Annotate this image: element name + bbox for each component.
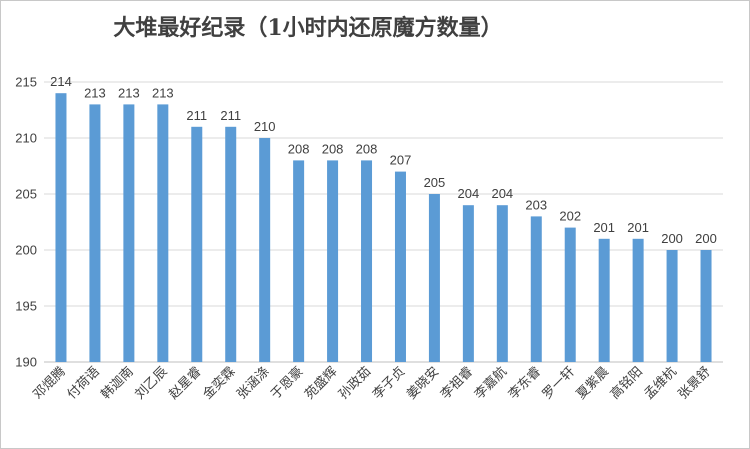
bar <box>428 194 440 362</box>
data-label: 208 <box>356 141 378 156</box>
category-label: 李东睿 <box>506 364 544 402</box>
y-tick-label: 200 <box>15 243 37 258</box>
y-tick-label: 205 <box>15 187 37 202</box>
gridlines <box>44 81 723 363</box>
data-label: 204 <box>458 186 480 201</box>
bar <box>89 104 101 363</box>
data-label: 208 <box>322 141 344 156</box>
category-label: 孙政茹 <box>336 364 374 402</box>
category-label: 李嘉航 <box>471 364 510 403</box>
data-label: 201 <box>627 220 649 235</box>
bar <box>361 160 373 362</box>
data-label: 204 <box>491 186 513 201</box>
data-label: 205 <box>424 175 446 190</box>
bar <box>700 250 712 362</box>
y-tick-label: 195 <box>15 299 37 314</box>
bar <box>55 93 67 362</box>
bar <box>564 227 576 362</box>
y-tick-label: 190 <box>15 355 37 370</box>
y-tick-label: 210 <box>15 131 37 146</box>
x-axis-categories: 邓焜腾付荷语韩迦南刘乙辰赵星睿金奕霖张涵涤于恩豪苑盛辉孙政茹李子贞姜晓安李祖睿李… <box>30 364 714 403</box>
bar <box>225 126 237 362</box>
data-label: 200 <box>661 231 683 246</box>
bar <box>259 138 271 362</box>
category-label: 孟维杭 <box>642 364 680 402</box>
data-label: 200 <box>695 231 717 246</box>
bars <box>55 93 712 363</box>
y-axis-ticks: 190 195 200 205 210 215 <box>15 75 37 370</box>
data-labels: 214 213 213 213 211 211 210 208 208 208 207 205 204 2… <box>50 74 717 246</box>
data-label: 202 <box>559 209 581 224</box>
data-label: 213 <box>84 85 106 100</box>
category-label: 刘乙辰 <box>132 364 170 402</box>
data-label: 207 <box>390 153 412 168</box>
category-label: 姜晓安 <box>404 364 442 402</box>
category-label: 高铭阳 <box>607 364 646 403</box>
data-label: 203 <box>525 197 547 212</box>
bar <box>666 250 678 362</box>
category-label: 付荷语 <box>65 364 103 402</box>
data-label: 211 <box>220 108 241 123</box>
bar <box>462 205 474 362</box>
bar <box>496 205 508 362</box>
bar <box>394 171 406 362</box>
bar <box>293 160 305 362</box>
data-label: 208 <box>288 141 310 156</box>
category-label: 金奕霖 <box>200 364 239 403</box>
category-label: 李子贞 <box>370 364 408 402</box>
bar <box>598 238 610 362</box>
category-label: 罗一轩 <box>540 364 578 402</box>
category-label: 李祖睿 <box>438 364 476 402</box>
data-label: 214 <box>50 74 72 89</box>
data-label: 211 <box>186 108 207 123</box>
data-label: 201 <box>593 220 615 235</box>
data-label: 213 <box>118 85 140 100</box>
bar <box>123 104 135 363</box>
category-label: 张涵涤 <box>234 364 272 402</box>
bar <box>191 126 203 362</box>
category-label: 于恩豪 <box>268 364 307 403</box>
chart-title: 大堆最好纪录（1小时内还原魔方数量） <box>113 15 502 41</box>
bar <box>327 160 339 362</box>
bar <box>632 238 644 362</box>
bar <box>530 216 542 362</box>
category-label: 张景舒 <box>676 364 714 402</box>
y-tick-label: 215 <box>15 75 37 90</box>
data-label: 210 <box>254 119 276 134</box>
category-label: 赵星睿 <box>166 364 204 402</box>
category-label: 苑盛辉 <box>302 364 340 402</box>
category-label: 韩迦南 <box>98 364 137 403</box>
category-label: 夏紫晨 <box>574 364 612 402</box>
bar <box>157 104 169 363</box>
data-label: 213 <box>152 85 174 100</box>
